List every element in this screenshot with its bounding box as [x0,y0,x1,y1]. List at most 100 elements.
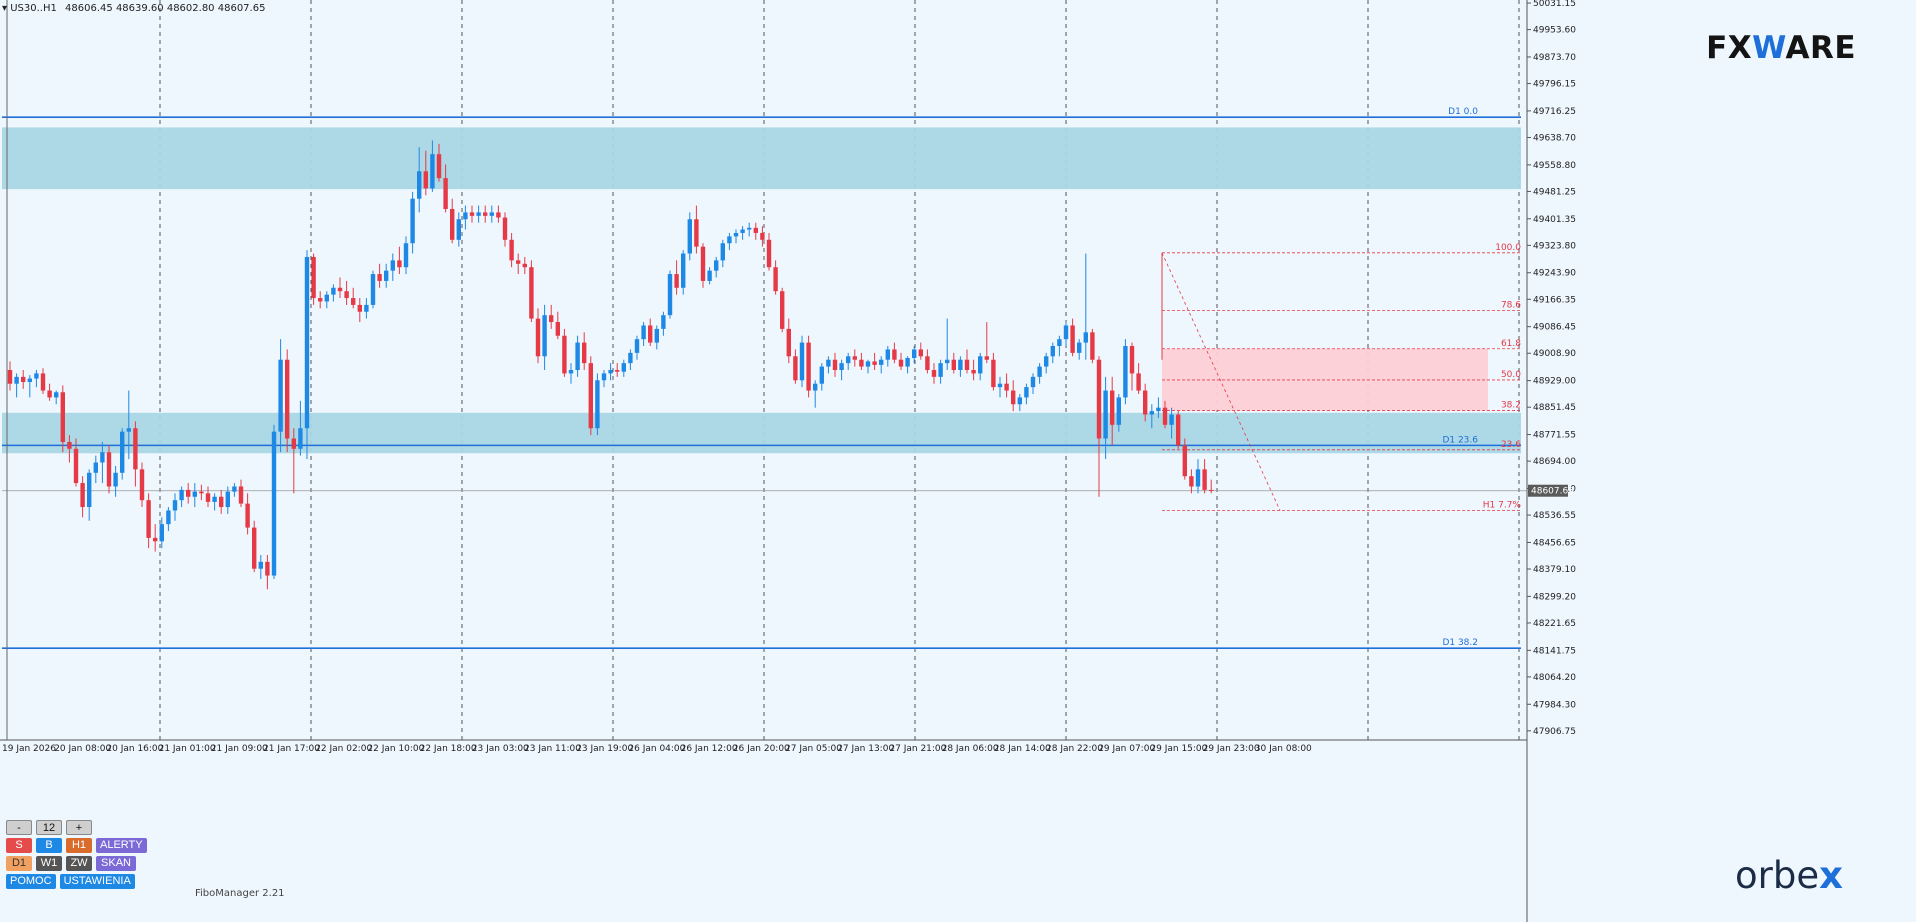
candle [21,370,26,389]
candle [172,493,178,521]
help-button[interactable]: POMOC [6,874,56,889]
candle-body [47,390,52,398]
candle-body [403,243,409,268]
candle-body [760,232,765,240]
candle [707,267,712,285]
buy-button[interactable]: B [36,838,62,853]
alerts-button[interactable]: ALERTY [96,838,147,853]
candle-body [549,315,554,323]
price-tick-label: 48064.20 [1533,673,1576,683]
time-tick-label: 21 Jan 01:00 [159,744,216,754]
price-tick-label: 49166.35 [1533,295,1576,305]
candle [1096,356,1102,497]
fibonacci-retracement: 100.0 78.6 61.8 50.0 38.2 23.6 H1 7.7% [1161,243,1521,511]
increase-button[interactable]: + [66,820,92,835]
candle-body [575,342,580,370]
dropdown-icon[interactable]: ▾ [2,3,8,14]
candle [271,424,277,579]
candle-body [608,370,613,374]
candle [1044,352,1049,374]
candle [898,352,904,370]
candle-body [846,356,851,364]
candle-body [225,491,230,508]
candle [535,308,541,364]
candles [7,140,1214,590]
time-tick-label: 19 Jan 2026 [2,744,56,754]
candle [799,335,805,388]
candle [1195,459,1201,494]
scan-button[interactable]: SKAN [96,856,136,871]
candle [205,486,211,508]
candle [832,352,838,377]
candle [714,256,719,278]
candle-body [1083,332,1088,343]
candle-body [1182,445,1187,477]
candle-body [1202,469,1207,490]
candle-body [298,428,303,449]
candle [34,370,39,388]
price-tick-label: 49638.70 [1533,133,1576,143]
candle [73,438,79,487]
candle [403,236,409,275]
candle [377,263,382,288]
candle-body [456,219,461,240]
candle-body [1096,359,1102,439]
candle [324,291,329,309]
candle [634,335,640,360]
candle-body [1050,346,1055,357]
candle-body [463,212,468,220]
candle-body [291,438,296,449]
settings-button[interactable]: USTAWIENIA [59,874,135,889]
d1-button[interactable]: D1 [6,856,32,871]
candle-body [496,212,501,218]
candle [879,356,884,374]
time-tick-label: 23 Jan 19:00 [576,744,633,754]
candle-body [819,366,824,384]
candle [153,524,158,552]
candle-body [839,363,844,370]
decrease-button[interactable]: - [6,820,32,835]
price-tick-label: 48141.75 [1533,646,1576,656]
candle [681,250,686,295]
candle-body [410,198,415,244]
sell-button[interactable]: S [6,838,32,853]
candle-body [423,171,428,189]
candle [984,322,989,364]
price-tick-label: 49953.60 [1533,26,1576,36]
candle [747,222,752,237]
candle [1037,363,1042,384]
h1-button[interactable]: H1 [66,838,92,853]
w1-button[interactable]: W1 [36,856,62,871]
candle-body [555,322,560,336]
candle [938,359,943,384]
candle-body [106,452,112,487]
candle-body [1017,397,1022,405]
time-tick-label: 28 Jan 14:00 [994,744,1051,754]
candle [826,356,831,374]
zw-button[interactable]: ZW [66,856,92,871]
candle [892,342,897,364]
candle-body [212,496,217,502]
price-tick-label: 49558.80 [1533,161,1576,171]
candle [40,368,46,394]
candle [1189,469,1194,494]
time-tick-label: 29 Jan 23:00 [1203,744,1260,754]
candle [87,469,92,521]
candle-body [687,219,692,254]
candle [865,359,871,374]
candle [819,363,824,391]
candle [608,363,613,381]
candle-body [898,359,904,367]
ohlc-readout: 48606.45 48639.60 48602.80 48607.65 [65,3,266,14]
candle-body [1077,342,1082,353]
candle-body [634,339,640,353]
candle [700,243,706,288]
price-tick-label: 49086.45 [1533,323,1576,333]
candle [285,349,290,453]
candle [582,332,587,370]
candle-body [786,328,791,357]
count-field[interactable]: 12 [36,820,62,835]
candle-body [443,178,448,209]
candle-body [1209,489,1214,491]
